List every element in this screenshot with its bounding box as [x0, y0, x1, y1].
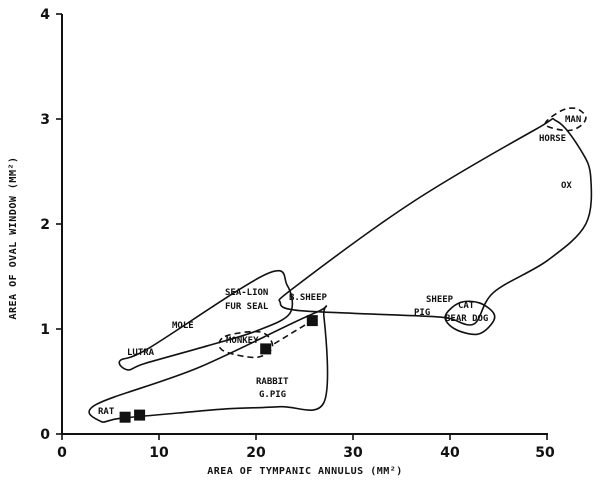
label-pig: PIG: [414, 308, 430, 318]
axes: 0 10 20 30 40 50 0 1 2 3 4 AREA OF TYMPA…: [8, 7, 555, 477]
label-rabbit: RABBIT: [256, 377, 289, 387]
data-point-0-0: [119, 411, 131, 423]
y-tick-label-1: 1: [40, 322, 50, 338]
animal-labels: MAN HORSE OX SEA-LION FUR SEAL B.SHEEP M…: [98, 115, 581, 417]
region-outline-2: [444, 300, 496, 336]
y-tick-label-0: 0: [40, 427, 50, 443]
x-tick-label-30: 30: [343, 445, 363, 461]
y-axis-title: AREA OF OVAL WINDOW (MM²): [8, 156, 19, 319]
x-tick-label-10: 10: [149, 445, 169, 461]
x-tick-label-20: 20: [246, 445, 266, 461]
connector-lines: [265, 319, 313, 350]
region-outline-4: [88, 305, 329, 423]
region-outline-3: [118, 269, 294, 371]
label-bear-dog: BEAR DOG: [445, 314, 488, 324]
y-tick-label-4: 4: [40, 7, 50, 23]
label-cat: CAT: [458, 301, 475, 311]
region-outline-0: [278, 117, 593, 326]
data-point-0-2: [260, 343, 272, 355]
label-lutra: LUTRA: [127, 348, 155, 358]
region-outlines: [88, 107, 593, 423]
label-monkey: MONKEY: [226, 336, 259, 346]
label-horse: HORSE: [539, 134, 566, 144]
data-point-0-1: [134, 409, 146, 421]
label-mole: MOLE: [172, 321, 194, 331]
label-rat: RAT: [98, 407, 115, 417]
y-tick-label-3: 3: [40, 112, 50, 128]
label-b-sheep: B.SHEEP: [289, 293, 328, 303]
connector-line-0: [265, 319, 313, 350]
x-tick-label-40: 40: [440, 445, 460, 461]
y-tick-label-2: 2: [40, 217, 50, 233]
data-markers: [119, 315, 318, 423]
x-tick-label-50: 50: [535, 445, 555, 461]
label-man: MAN: [565, 115, 581, 125]
label-fur-seal: FUR SEAL: [225, 302, 269, 312]
label-sea-lion: SEA-LION: [225, 288, 268, 298]
data-point-0-3: [306, 315, 318, 327]
label-g-pig: G.PIG: [259, 390, 286, 400]
label-sheep: SHEEP: [426, 295, 454, 305]
label-ox: OX: [561, 181, 572, 191]
region-outline-1: [544, 107, 587, 132]
x-axis-title: AREA OF TYMPANIC ANNULUS (MM²): [207, 466, 403, 477]
x-tick-label-0: 0: [57, 445, 67, 461]
